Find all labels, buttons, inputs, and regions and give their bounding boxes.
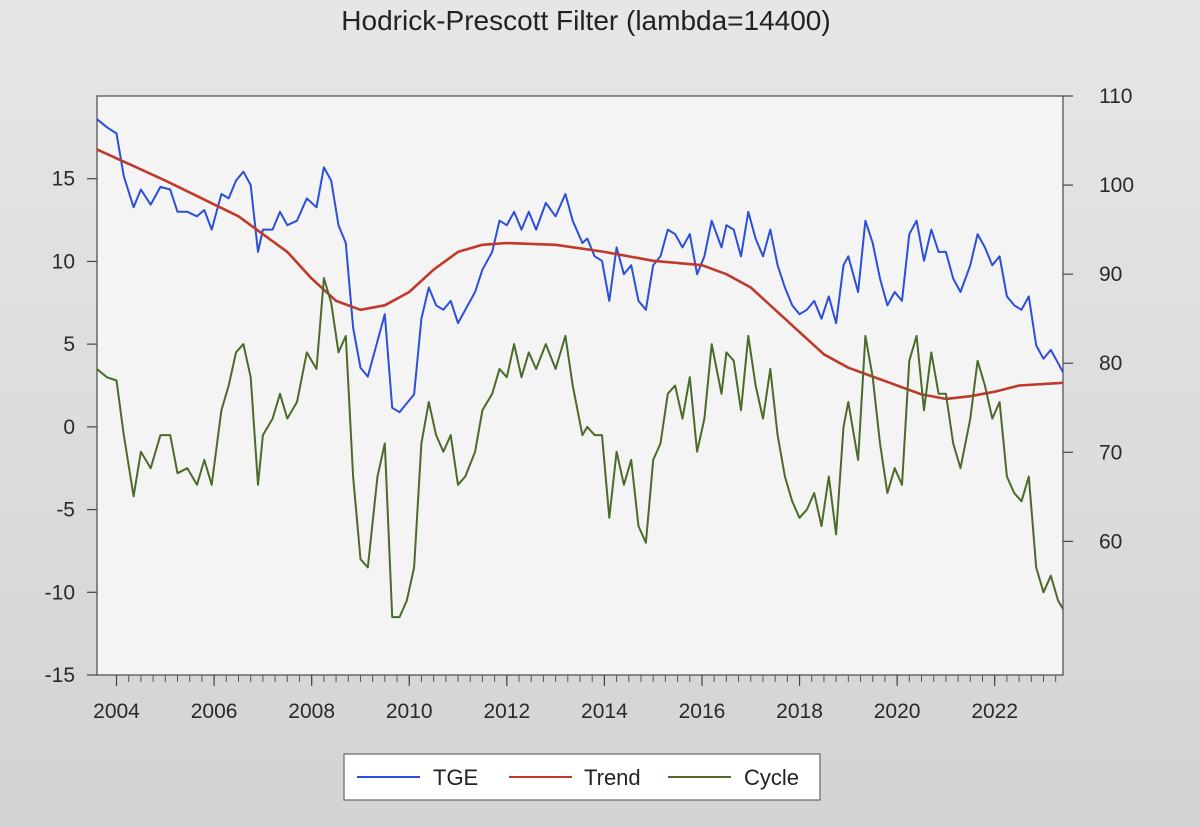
axes: 2004 2006 2008 2010 2012 2014 2016 2018 2020 2022… [45, 85, 1134, 723]
chart-title: Hodrick-Prescott Filter (lambda=14400) [341, 5, 830, 36]
legend-label-cycle: Cycle [744, 765, 799, 790]
right-tick-label: 70 [1099, 441, 1122, 464]
x-tick-label: 2010 [386, 700, 433, 723]
x-tick-label: 2014 [581, 700, 628, 723]
right-tick-label: 90 [1099, 263, 1122, 286]
series-line-cycle [96, 277, 1064, 619]
x-tick-label: 2022 [971, 700, 1018, 723]
left-tick-label: 5 [63, 333, 75, 356]
x-tick-label: 2012 [483, 700, 530, 723]
left-tick-label: -15 [45, 664, 75, 687]
series-line-tge [96, 118, 1064, 414]
series-group [96, 118, 1064, 619]
x-tick-label: 2020 [874, 700, 921, 723]
left-tick-label: 0 [63, 416, 75, 439]
left-tick-label: -5 [56, 499, 75, 522]
left-tick-label: 10 [52, 250, 75, 273]
right-tick-label: 110 [1099, 85, 1132, 108]
plot-area [96, 95, 1064, 676]
left-tick-label: -10 [45, 581, 75, 604]
x-tick-label: 2004 [93, 700, 140, 723]
legend: TGE Trend Cycle [343, 753, 821, 801]
right-tick-label: 60 [1099, 530, 1122, 553]
x-tick-label: 2018 [776, 700, 823, 723]
x-tick-label: 2006 [191, 700, 238, 723]
x-tick-label: 2016 [679, 700, 726, 723]
right-tick-label: 80 [1099, 352, 1122, 375]
legend-label-tge: TGE [433, 765, 478, 790]
right-tick-label: 100 [1099, 174, 1134, 197]
legend-box [343, 753, 821, 801]
legend-label-trend: Trend [584, 765, 641, 790]
x-tick-label: 2008 [288, 700, 335, 723]
left-tick-label: 15 [52, 168, 75, 191]
